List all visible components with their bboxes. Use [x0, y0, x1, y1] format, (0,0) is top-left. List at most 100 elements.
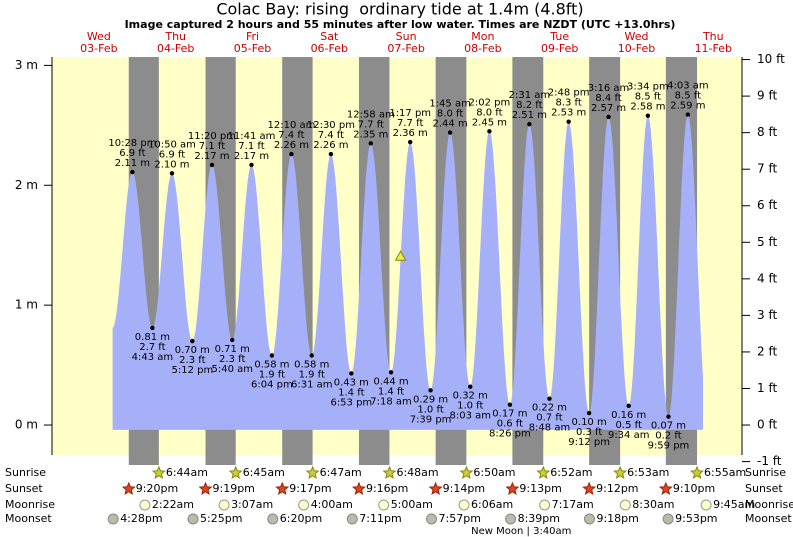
tide-point: [408, 139, 413, 145]
moonrise-icon: [700, 499, 712, 511]
tide-point: [130, 169, 135, 175]
tide-point: [527, 121, 532, 127]
tide-label: 0.17 m: [492, 409, 527, 420]
tide-label: 2.17 m: [234, 151, 269, 162]
tide-label: 1.4 ft: [338, 387, 364, 398]
tide-label: 0.2 ft: [655, 431, 681, 442]
tide-label: 2:31 am: [509, 90, 551, 101]
tide-label: 8.0 ft: [437, 109, 463, 120]
tide-label: 2.57 m: [591, 103, 626, 114]
tide-point: [289, 151, 294, 157]
tide-label: 1:17 pm: [389, 108, 431, 119]
y-tick-label: 3 m: [15, 58, 38, 72]
tide-point: [169, 171, 175, 176]
row-label: Moonset: [5, 512, 52, 525]
sunset-time: 9:20pm: [136, 482, 178, 495]
date-label: 11-Feb: [695, 42, 732, 55]
tide-label: 2.45 m: [472, 117, 507, 128]
moonset-time: 9:18pm: [596, 512, 638, 525]
moonrise-time: 4:00am: [311, 498, 353, 511]
weekday-label: Wed: [87, 30, 111, 43]
tide-label: 2:02 pm: [469, 97, 511, 108]
sunrise-time: 6:53am: [627, 466, 669, 479]
moonrise-icon: [378, 499, 390, 511]
weekday-label: Sat: [320, 30, 339, 43]
tide-label: 10:28 pm: [108, 138, 156, 149]
date-label: 09-Feb: [541, 42, 578, 55]
tide-label: 7.1 ft: [238, 141, 264, 152]
tide-label: 1.0 ft: [417, 404, 443, 415]
tide-label: 0.44 m: [373, 376, 408, 387]
weekday-label: Wed: [625, 30, 649, 43]
tide-label: 8:48 am: [529, 423, 571, 434]
sunrise-time: 6:48am: [396, 466, 438, 479]
tide-label: 10:50 am: [148, 139, 196, 150]
row-label: Moonset: [745, 512, 792, 525]
sunrise-time: 6:52am: [550, 466, 592, 479]
row-label: Moonrise: [5, 498, 55, 511]
tide-label: 4:43 am: [132, 352, 174, 363]
sunrise-time: 6:45am: [243, 466, 285, 479]
chart-subtitle: Image captured 2 hours and 55 minutes af…: [125, 18, 676, 31]
tide-label: 5:12 pm: [171, 365, 213, 376]
moonset-icon: [583, 513, 595, 525]
moonset-icon: [662, 513, 674, 525]
weekday-label: Thu: [164, 30, 186, 43]
moonrise-icon: [298, 499, 310, 511]
tide-label: 5:40 am: [211, 364, 253, 375]
sunrise-icon: [382, 465, 397, 479]
sunrise-icon: [613, 465, 628, 479]
tide-label: 1.0 ft: [457, 401, 483, 412]
tide-label: 7.7 ft: [397, 118, 423, 129]
tide-label: 11:41 am: [228, 131, 276, 142]
tide-label: 1.9 ft: [299, 370, 325, 381]
tide-label: 6:31 am: [291, 380, 333, 391]
tide-label: 0.70 m: [175, 345, 210, 356]
moonrise-icon: [458, 499, 470, 511]
sunrise-time: 6:44am: [166, 466, 208, 479]
tide-label: 8.2 ft: [516, 100, 542, 111]
tide-label: 0.71 m: [215, 344, 250, 355]
sunrise-icon: [536, 465, 551, 479]
tide-label: 2.17 m: [194, 151, 229, 162]
tide-label: 1.9 ft: [259, 370, 285, 381]
date-label: 05-Feb: [234, 42, 271, 55]
tide-point: [328, 151, 334, 157]
tide-label: 0.22 m: [532, 403, 567, 414]
tide-label: 0.5 ft: [616, 420, 642, 431]
tide-point: [547, 396, 552, 401]
y2-tick-label: 8 ft: [757, 125, 777, 139]
tide-point: [150, 325, 155, 331]
y2-tick-label: 0 ft: [757, 418, 777, 432]
moonrise-icon: [539, 499, 551, 511]
sunset-time: 9:14pm: [443, 482, 485, 495]
sunset-time: 9:17pm: [289, 482, 331, 495]
sunset-time: 9:12pm: [596, 482, 638, 495]
y2-tick-label: 6 ft: [757, 198, 777, 212]
tide-label: 9:59 pm: [648, 441, 690, 452]
tide-label: 0.58 m: [254, 360, 289, 371]
tide-point: [487, 129, 492, 134]
tide-point: [606, 114, 611, 120]
sunset-icon: [121, 481, 136, 495]
moonrise-time: 7:17am: [552, 498, 594, 511]
tide-label: 2.3 ft: [219, 354, 245, 365]
moonrise-time: 2:22am: [152, 498, 194, 511]
tide-label: 1.4 ft: [378, 386, 404, 397]
date-label: 08-Feb: [464, 42, 501, 55]
tide-label: 0.07 m: [651, 421, 686, 432]
sunset-icon: [351, 481, 366, 495]
tide-point: [190, 338, 195, 344]
y2-tick-label: 5 ft: [757, 235, 777, 249]
tide-label: 4:03 am: [667, 81, 709, 92]
tide-point: [645, 113, 651, 118]
y2-tick-label: -1 ft: [757, 454, 782, 468]
tide-point: [447, 130, 453, 135]
tide-label: 7.7 ft: [358, 119, 384, 130]
tide-label: 2.36 m: [393, 128, 428, 139]
tide-label: 8.4 ft: [595, 93, 621, 104]
tide-label: 7.4 ft: [318, 130, 344, 141]
moonset-icon: [187, 513, 199, 525]
tide-label: 2.58 m: [630, 102, 665, 113]
sunset-time: 9:19pm: [213, 482, 255, 495]
